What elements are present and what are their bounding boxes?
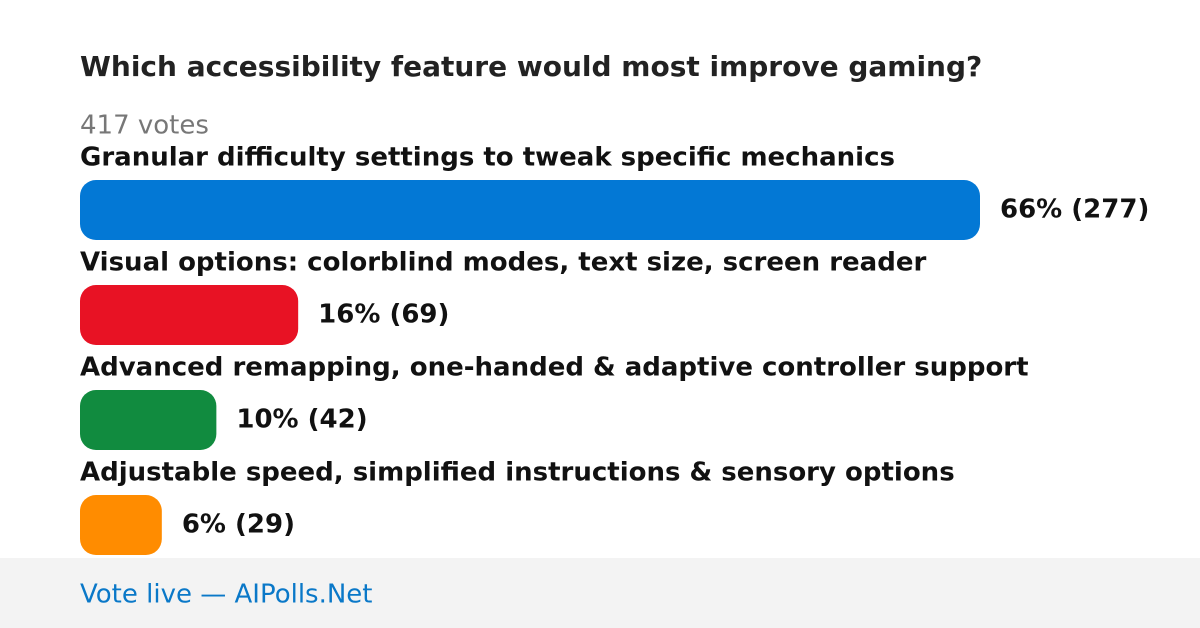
footer-link[interactable]: Vote live — AIPolls.Net xyxy=(80,580,373,610)
bar xyxy=(80,180,980,240)
chart-title: Which accessibility feature would most i… xyxy=(80,50,982,83)
bar xyxy=(80,390,217,450)
bar xyxy=(80,495,162,555)
value-label: 6% (29) xyxy=(182,510,295,540)
value-label: 10% (42) xyxy=(236,405,367,435)
option-label: Visual options: colorblind modes, text s… xyxy=(80,248,926,278)
option-label: Granular difficulty settings to tweak sp… xyxy=(80,143,895,173)
option-label: Adjustable speed, simplified instruction… xyxy=(80,458,955,488)
vote-count: 417 votes xyxy=(80,111,209,141)
value-label: 66% (277) xyxy=(1000,195,1149,225)
footer-band xyxy=(0,558,1200,628)
value-label: 16% (69) xyxy=(318,300,449,330)
bar xyxy=(80,285,299,345)
option-label: Advanced remapping, one-handed & adaptiv… xyxy=(80,353,1029,383)
